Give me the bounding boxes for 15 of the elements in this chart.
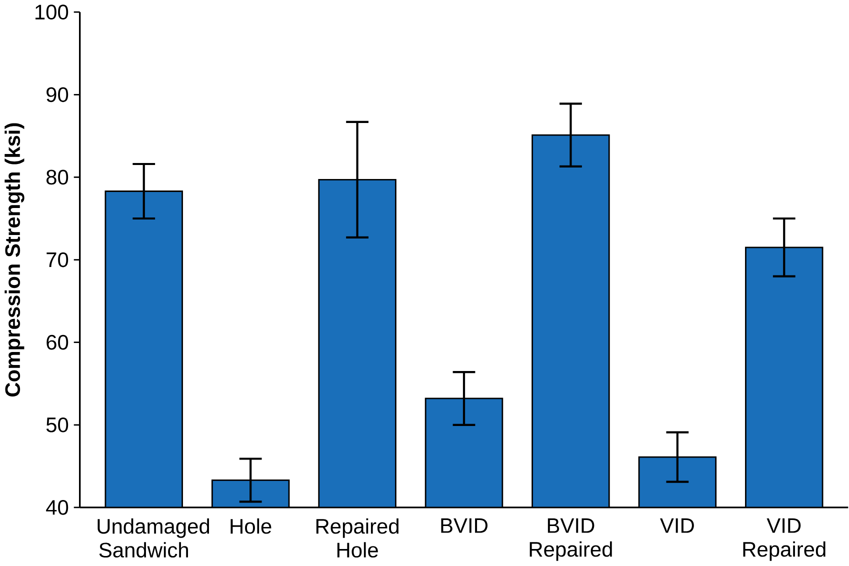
x-tick-label: VID — [660, 518, 694, 533]
y-tick-label: 70 — [46, 252, 68, 268]
x-tick-label: VID Repaired — [743, 518, 826, 562]
y-tick-label: 40 — [46, 500, 68, 516]
y-tick-label: 50 — [46, 418, 68, 433]
x-tick-label: Hole — [230, 518, 272, 534]
x-tick-label: Repaired Hole — [316, 518, 398, 558]
y-tick-label: 90 — [46, 87, 68, 102]
x-tick-label: BVID — [441, 518, 488, 533]
y-axis-title: Compression Strength (ksi) — [4, 123, 24, 397]
x-tick-label: Undamaged Sandwich — [98, 518, 210, 558]
y-tick-label: 60 — [46, 335, 68, 350]
y-tick-label: 100 — [36, 4, 68, 20]
y-tick-label: 80 — [46, 170, 68, 185]
x-tick-label: BVID Repaired — [530, 518, 612, 562]
